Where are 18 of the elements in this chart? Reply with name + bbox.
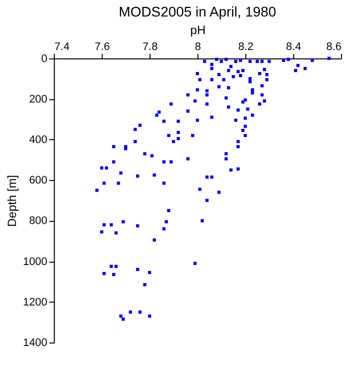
y-tick-label: 1400 (22, 337, 48, 350)
y-axis-title: Depth [m] (4, 175, 19, 227)
y-tick-label: 1000 (22, 256, 48, 268)
x-tick-label: 8.6 (326, 40, 342, 53)
chart-title: MODS2005 in April, 1980 (118, 3, 276, 20)
y-tick-label: 1200 (22, 296, 48, 308)
y-tick-label: 600 (29, 174, 48, 187)
x-tick-label: 7.8 (142, 40, 158, 53)
y-tick-label: 800 (29, 215, 48, 228)
x-tick-label: 7.4 (54, 40, 70, 53)
x-axis-title: pH (190, 22, 206, 37)
y-tick-label: 200 (29, 93, 48, 106)
x-tick-label: 8.4 (286, 40, 302, 53)
y-tick-label: 0 (41, 52, 48, 65)
y-tick-label: 400 (29, 134, 48, 146)
x-tick-label: 8 (194, 40, 201, 53)
x-tick-label: 7.6 (94, 40, 110, 53)
x-tick-label: 8.2 (238, 40, 254, 53)
